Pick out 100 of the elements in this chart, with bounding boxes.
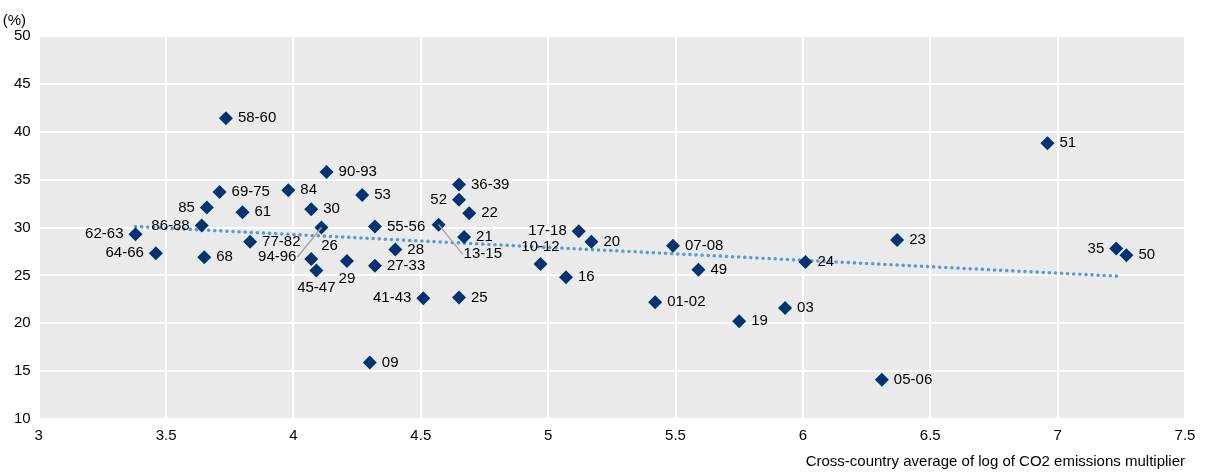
annotation: 68: [216, 247, 233, 265]
y-axis-title: (%): [2, 10, 27, 28]
annotation: 03: [797, 298, 814, 316]
point: [314, 220, 329, 235]
point: [235, 205, 250, 220]
x-tick-label: 4.5: [410, 426, 432, 444]
point: [194, 218, 209, 233]
annotation: 16: [577, 267, 595, 285]
point: [128, 227, 143, 242]
annotation: 01-02: [667, 292, 706, 310]
point: [388, 242, 403, 257]
x-tick-label: 7: [1053, 426, 1062, 444]
annotation: 55-56: [386, 216, 426, 234]
annotation: 28: [407, 239, 424, 257]
annotation: 69-75: [231, 182, 270, 200]
annotation: 77-82: [262, 232, 301, 249]
point: [309, 263, 324, 278]
annotation: 53: [374, 185, 391, 203]
annotation: 50: [1138, 245, 1156, 263]
point: [304, 252, 319, 267]
y-tick-label: 35: [14, 169, 31, 187]
point: [1040, 136, 1055, 151]
point: [218, 111, 233, 126]
point: [648, 295, 663, 310]
annotation: 26: [321, 235, 338, 253]
point: [148, 246, 163, 261]
annotation: 86-88: [151, 215, 190, 233]
point: [691, 262, 706, 277]
point: [732, 314, 747, 329]
point: [558, 270, 573, 285]
annotation: 24: [817, 252, 835, 270]
y-tick-label: 40: [14, 121, 31, 139]
point: [1119, 248, 1134, 263]
y-tick-label: 20: [14, 313, 31, 331]
y-tick-label: 30: [14, 217, 31, 235]
annotation: 90-93: [338, 162, 377, 180]
point: [197, 250, 212, 265]
annotation: 17-18: [528, 221, 567, 239]
x-tick-label: 3.5: [155, 426, 177, 444]
annotation: 27-33: [386, 255, 426, 273]
annotation: 09: [381, 352, 399, 370]
y-tick-label: 10: [14, 409, 31, 427]
point: [452, 177, 466, 192]
annotation: 05-06: [893, 369, 933, 387]
annotation: 30: [323, 199, 340, 217]
annotation: 10-12: [521, 236, 560, 254]
point: [571, 224, 586, 239]
point: [212, 185, 227, 200]
annotation: 85: [178, 197, 195, 215]
point: [281, 183, 296, 198]
point: [431, 217, 446, 232]
point: [199, 200, 214, 215]
point: [457, 230, 472, 245]
annotation: 35: [1087, 238, 1105, 256]
annotation: 36-39: [471, 174, 510, 192]
annotation: 84: [300, 180, 318, 198]
annotation: 20: [603, 232, 621, 249]
annotation: 19: [751, 311, 768, 329]
point: [778, 300, 793, 315]
point: [339, 254, 354, 269]
annotation: 58-60: [237, 108, 277, 126]
point: [416, 291, 431, 306]
point: [1109, 241, 1124, 256]
annotation: 25: [471, 287, 488, 305]
x-tick-label: 6.5: [919, 426, 941, 444]
annotation: 13-15: [463, 244, 502, 262]
x-tick-label: 4: [289, 426, 298, 444]
point: [304, 202, 319, 217]
point: [243, 234, 258, 249]
annotation: 52: [430, 189, 447, 207]
point: [362, 355, 377, 370]
annotation: 64-66: [105, 243, 144, 261]
annotation: 41-43: [372, 288, 412, 306]
point: [367, 258, 382, 273]
point: [533, 256, 548, 271]
point: [798, 254, 813, 269]
annotation: 23: [909, 230, 926, 248]
annotation: 51: [1059, 133, 1077, 151]
y-tick-label: 15: [14, 361, 31, 379]
annotation: 61: [254, 202, 272, 220]
annotation: 49: [710, 259, 728, 277]
annotation: 07-08: [684, 235, 724, 253]
annotation: 62-63: [85, 224, 124, 242]
x-axis-title: Cross-country average of log of CO2 emissions multiplier: [805, 452, 1185, 470]
point: [452, 192, 466, 207]
point: [890, 232, 905, 247]
point: [584, 234, 599, 249]
x-tick-label: 5.5: [665, 426, 686, 444]
point: [462, 206, 477, 221]
annotation: 29: [338, 268, 356, 286]
point: [452, 290, 466, 305]
point: [319, 164, 334, 179]
x-tick-label: 3: [34, 426, 43, 444]
x-tick-label: 5: [543, 426, 553, 444]
y-tick-label: 25: [14, 265, 31, 283]
point: [665, 238, 680, 253]
annotation: 94-96: [258, 247, 297, 265]
annotation: 21: [476, 227, 493, 245]
annotation: 45-47: [297, 278, 336, 296]
point: [355, 187, 370, 202]
